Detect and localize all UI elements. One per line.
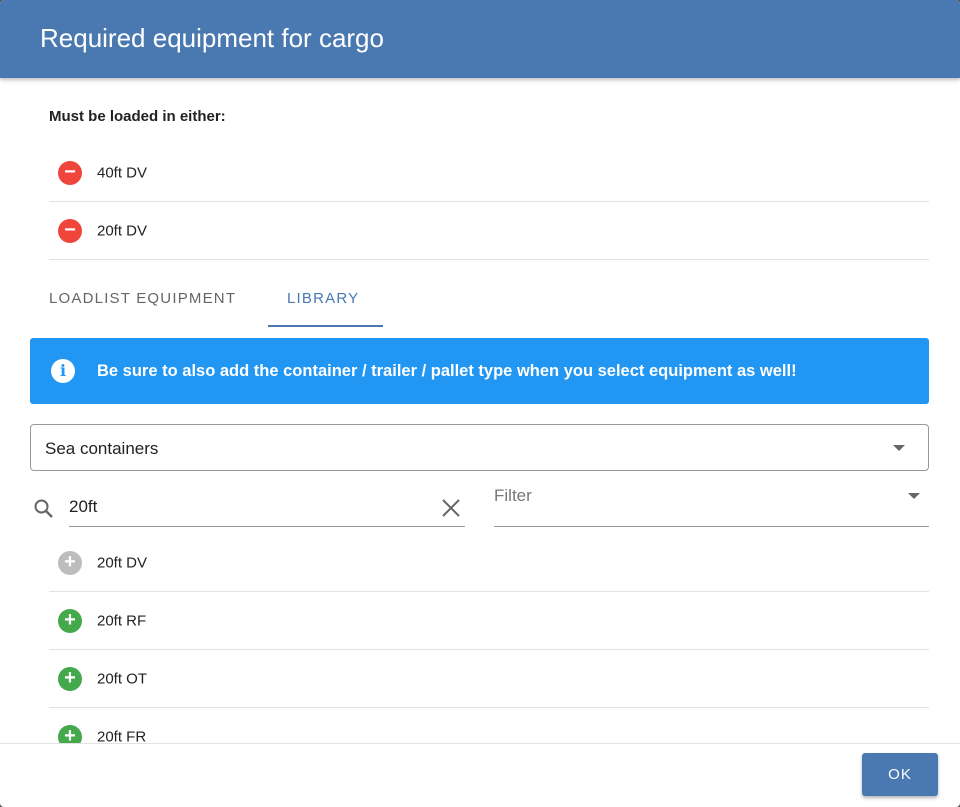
info-message: Be sure to also add the container / trai… bbox=[97, 362, 797, 380]
library-item: + 20ft DV bbox=[49, 534, 929, 592]
library-item: + 20ft RF bbox=[49, 593, 929, 650]
library-list[interactable]: + 20ft DV + 20ft RF + 20ft OT + 20ft FR bbox=[0, 534, 960, 743]
add-circle-icon[interactable]: + bbox=[58, 666, 82, 691]
dialog-title: Required equipment for cargo bbox=[40, 23, 384, 53]
library-item: + 20ft OT bbox=[49, 650, 929, 708]
library-item: + 20ft FR bbox=[49, 708, 929, 743]
chevron-down-icon bbox=[908, 493, 920, 499]
filter-select[interactable]: Filter bbox=[494, 486, 532, 505]
active-tab-indicator bbox=[268, 325, 383, 327]
info-icon: i bbox=[51, 359, 75, 383]
search-underline bbox=[69, 526, 465, 527]
required-item-name: 20ft DV bbox=[97, 222, 148, 239]
required-item: − 20ft DV bbox=[49, 202, 929, 260]
add-circle-icon: + bbox=[58, 550, 82, 575]
tab-loadlist-equipment[interactable]: LOADLIST EQUIPMENT bbox=[49, 290, 237, 307]
search-icon bbox=[34, 499, 53, 518]
library-item-name: 20ft FR bbox=[97, 728, 147, 743]
tab-library[interactable]: LIBRARY bbox=[287, 290, 360, 307]
search-input[interactable]: 20ft bbox=[69, 497, 98, 516]
dialog-header: Required equipment for cargo bbox=[0, 0, 960, 78]
chevron-down-icon bbox=[893, 445, 905, 451]
clear-icon[interactable] bbox=[440, 497, 462, 519]
footer-divider bbox=[0, 743, 960, 744]
info-banner: i Be sure to also add the container / tr… bbox=[30, 338, 929, 404]
filter-underline bbox=[494, 526, 929, 527]
required-item: − 40ft DV bbox=[49, 144, 929, 202]
remove-circle-icon[interactable]: − bbox=[58, 160, 82, 185]
add-circle-icon[interactable]: + bbox=[58, 609, 82, 633]
required-label: Must be loaded in either: bbox=[49, 108, 226, 125]
library-item-name: 20ft RF bbox=[97, 612, 147, 630]
ok-button[interactable]: OK bbox=[862, 753, 938, 796]
category-select-value: Sea containers bbox=[45, 439, 159, 458]
library-item-name: 20ft DV bbox=[97, 554, 148, 571]
required-item-name: 40ft DV bbox=[97, 164, 148, 181]
add-circle-icon[interactable]: + bbox=[58, 724, 82, 743]
category-select[interactable]: Sea containers bbox=[30, 424, 929, 471]
remove-circle-icon[interactable]: − bbox=[58, 218, 82, 243]
library-item-name: 20ft OT bbox=[97, 670, 148, 687]
